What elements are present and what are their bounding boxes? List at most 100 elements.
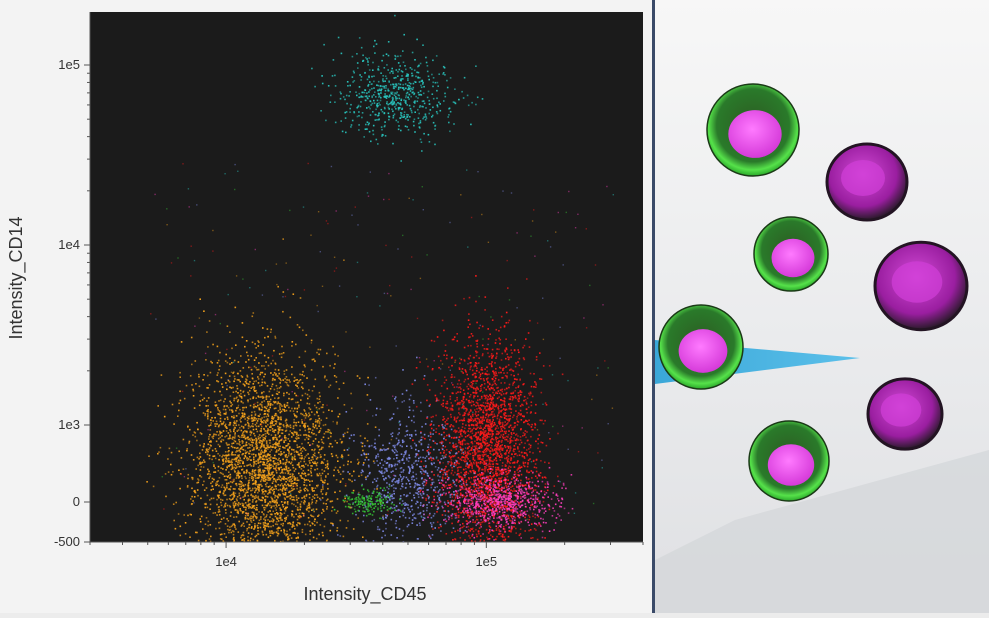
data-point bbox=[277, 476, 280, 479]
data-point bbox=[298, 437, 300, 439]
data-point bbox=[494, 423, 496, 426]
data-point bbox=[209, 503, 212, 506]
data-point bbox=[255, 347, 257, 349]
data-point bbox=[306, 505, 309, 508]
data-point bbox=[286, 460, 288, 463]
data-point bbox=[468, 492, 470, 494]
data-point bbox=[308, 493, 311, 496]
data-point bbox=[296, 324, 299, 326]
data-point bbox=[242, 539, 244, 541]
data-point bbox=[238, 443, 240, 445]
data-point bbox=[488, 398, 491, 400]
data-point bbox=[261, 489, 263, 492]
data-point bbox=[257, 368, 260, 371]
data-point bbox=[229, 437, 232, 440]
data-point bbox=[505, 357, 507, 360]
data-point bbox=[506, 377, 508, 379]
data-point bbox=[479, 445, 481, 448]
data-point bbox=[465, 473, 467, 475]
data-point bbox=[492, 521, 495, 524]
data-point bbox=[257, 378, 260, 380]
data-point bbox=[293, 457, 295, 459]
data-point bbox=[307, 479, 310, 481]
data-point bbox=[477, 436, 480, 438]
data-point bbox=[497, 379, 500, 381]
data-point bbox=[225, 353, 227, 356]
data-point bbox=[507, 436, 509, 438]
data-point bbox=[464, 436, 467, 438]
data-point bbox=[280, 453, 282, 455]
data-point bbox=[182, 468, 185, 470]
data-point bbox=[510, 392, 513, 395]
data-point bbox=[208, 470, 210, 473]
data-point bbox=[200, 476, 203, 478]
data-point bbox=[261, 443, 263, 446]
data-point bbox=[489, 394, 491, 396]
data-point bbox=[514, 378, 517, 380]
data-point bbox=[290, 489, 293, 492]
data-point bbox=[483, 461, 486, 464]
data-point bbox=[222, 492, 225, 495]
data-point bbox=[489, 459, 492, 462]
data-point bbox=[498, 530, 501, 533]
data-point bbox=[465, 484, 468, 487]
data-point bbox=[464, 460, 466, 463]
data-point bbox=[509, 462, 511, 464]
data-point bbox=[277, 520, 280, 522]
data-point bbox=[490, 423, 492, 425]
data-point bbox=[245, 491, 248, 494]
data-point bbox=[196, 482, 198, 484]
data-point bbox=[506, 502, 508, 505]
data-point bbox=[284, 381, 287, 383]
data-point bbox=[244, 495, 247, 497]
data-point bbox=[539, 352, 541, 354]
data-point bbox=[225, 461, 227, 463]
data-point bbox=[261, 474, 264, 476]
data-point bbox=[285, 425, 288, 427]
data-point bbox=[286, 501, 289, 503]
data-point bbox=[235, 451, 237, 453]
data-point bbox=[253, 470, 255, 473]
data-point bbox=[211, 477, 214, 480]
data-point bbox=[261, 395, 264, 398]
data-point bbox=[250, 517, 253, 520]
data-point bbox=[235, 422, 237, 424]
data-point bbox=[248, 498, 250, 500]
data-point bbox=[224, 489, 227, 491]
data-point bbox=[448, 455, 451, 458]
data-point bbox=[523, 456, 525, 458]
data-point bbox=[468, 358, 470, 360]
data-point bbox=[325, 499, 328, 502]
data-point bbox=[238, 492, 241, 495]
data-point bbox=[491, 503, 493, 506]
data-point bbox=[268, 479, 270, 481]
data-point bbox=[280, 423, 282, 425]
data-point bbox=[282, 424, 285, 426]
data-point bbox=[440, 359, 442, 362]
data-point bbox=[265, 485, 268, 488]
data-point bbox=[240, 510, 242, 512]
data-point bbox=[358, 461, 360, 464]
data-point bbox=[307, 438, 310, 440]
data-point bbox=[481, 458, 483, 461]
data-point bbox=[329, 529, 332, 532]
data-point bbox=[251, 511, 254, 514]
data-point bbox=[284, 463, 287, 466]
data-point bbox=[482, 428, 484, 431]
data-point bbox=[197, 481, 200, 484]
data-point bbox=[294, 431, 297, 434]
data-point bbox=[496, 513, 499, 516]
data-point bbox=[295, 394, 297, 397]
data-point bbox=[486, 370, 488, 372]
data-point bbox=[249, 456, 251, 458]
data-point bbox=[462, 405, 464, 408]
data-point bbox=[304, 417, 307, 419]
data-point bbox=[468, 296, 471, 299]
data-point bbox=[445, 533, 448, 535]
data-point bbox=[495, 486, 498, 489]
data-point bbox=[520, 451, 523, 454]
data-point bbox=[257, 485, 259, 488]
data-point bbox=[515, 362, 517, 364]
data-point bbox=[270, 362, 272, 365]
data-point bbox=[236, 387, 239, 390]
